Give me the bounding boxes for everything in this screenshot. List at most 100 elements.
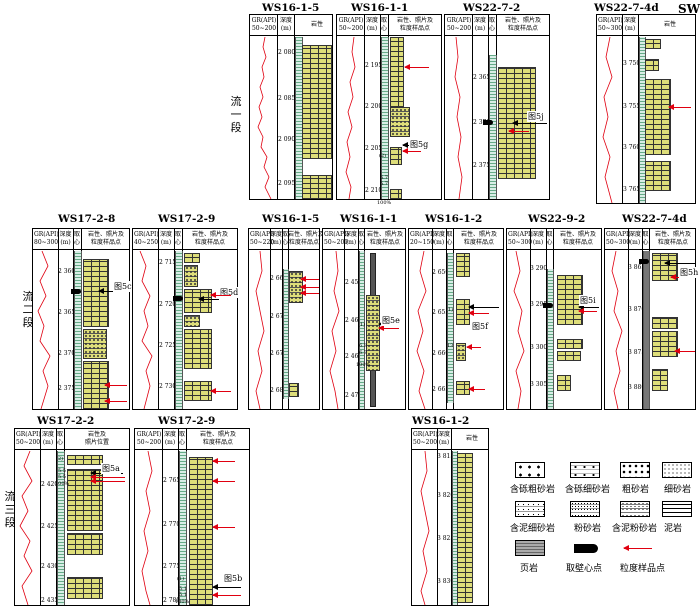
litho-sample-header: 粒度样品点	[562, 239, 593, 246]
well-panel-w3: GR(API) 50~200 深度 (m) 取 心 岩性、照片及 粒度样品点 2…	[444, 14, 550, 200]
core-mark: 100%	[55, 481, 70, 487]
legend-swatch	[515, 501, 545, 517]
core-arrow	[212, 583, 241, 590]
gr-header: GR(API)	[34, 231, 59, 238]
rock-layer	[67, 469, 103, 531]
litho-sample-header: 岩性、照片及	[366, 231, 403, 238]
rock-layer	[557, 275, 583, 325]
fig-label: 图5h	[679, 267, 700, 278]
rock-layer	[652, 331, 678, 357]
depth-unit: (m)	[629, 239, 641, 246]
section-1-label: 流一段	[230, 95, 242, 134]
depth-tick: 2 650	[432, 269, 450, 276]
sample-arrow	[378, 324, 399, 331]
depth-tick: 3 295	[530, 301, 548, 308]
core-column	[643, 251, 650, 409]
gr-curve	[513, 251, 525, 409]
litho-sample-header: 岩性、照片及	[654, 231, 691, 238]
depth-header: 深度	[531, 231, 544, 238]
depth-tick: 3 290	[530, 265, 548, 272]
gr-range: 50~200	[324, 239, 349, 246]
gr-curve	[416, 251, 427, 409]
litho-sample-header: 岩性、照片及	[288, 231, 325, 238]
rock-layer	[366, 295, 380, 371]
sample-arrow	[468, 309, 489, 316]
rock-layer	[456, 253, 470, 277]
legend-label: 粗砂岩	[622, 485, 650, 495]
core-arrow	[512, 119, 547, 126]
litho-sample-header: 粒度样品点	[463, 239, 494, 246]
gr-range: 50~200	[446, 25, 472, 32]
well-panel-w6: GR(API) 40~250 深度 (m) 取 心 岩性、照片及 粒度样品点 2…	[132, 228, 240, 410]
well-title-w7: WS16-1-5	[262, 213, 320, 225]
core-mark: 5.1	[179, 592, 187, 598]
depth-tick: 2 210	[365, 187, 383, 194]
core-mark: 100%	[377, 200, 392, 206]
rock-layer	[184, 265, 198, 287]
litho-sample-header: 岩性、照片及	[504, 17, 541, 24]
core-header: 心	[282, 239, 289, 246]
depth-header: 深度	[628, 231, 641, 238]
legend-label: 页岩	[520, 564, 539, 574]
fig-label: 图5i	[579, 295, 597, 306]
rock-layer	[645, 59, 659, 71]
core-column	[547, 269, 554, 409]
core-mark: (1)	[358, 322, 366, 328]
rock-layer	[645, 79, 671, 155]
litho-sample-header: 粒度样品点	[90, 239, 121, 246]
core-header: 心	[546, 239, 553, 246]
gr-range: 50~200	[413, 439, 438, 446]
core-column	[74, 251, 82, 409]
litho-sample-header: 岩性、照片及	[87, 231, 124, 238]
well-title-w2: WS16-1-1	[351, 2, 409, 14]
depth-unit: (m)	[438, 439, 450, 446]
gr-header: GR(API)	[250, 231, 275, 238]
depth-tick: 2 430	[41, 563, 59, 570]
depth-tick: 3 880	[628, 384, 646, 391]
section-3-label: 流三段	[4, 490, 16, 529]
core-column	[175, 251, 183, 409]
well-title-w11: WS22-7-4d	[622, 213, 687, 225]
core-header: 心	[56, 439, 63, 446]
well-panel-w14: GR(API) 50~200 深度 (m) 岩性 3 815 3 820 3 8…	[411, 428, 489, 606]
depth-header: 深度	[432, 231, 445, 238]
depth-unit: (m)	[474, 25, 486, 32]
depth-unit: (m)	[164, 439, 176, 446]
well-panel-w1: GR(API) 50~200 深度 (m) 岩性 2 080 2 085 2 0…	[249, 14, 333, 200]
sample-arrow	[300, 289, 319, 296]
sample-arrow	[210, 291, 231, 298]
rock-layer	[652, 253, 678, 281]
depth-tick: 2 660	[432, 350, 450, 357]
depth-tick: 2 675	[270, 350, 288, 357]
well-panel-w8: GR(API) 50~200 深度 (m) 取 心 岩性、照片及 粒度样品点 2…	[322, 228, 406, 410]
rock-layer	[645, 161, 671, 191]
depth-tick: 3 870	[628, 306, 646, 313]
gr-curve	[19, 451, 33, 605]
rock-layer	[457, 453, 473, 603]
rock-layer	[652, 369, 668, 391]
depth-tick: 3 815	[437, 453, 455, 460]
depth-header: 深度	[344, 231, 357, 238]
depth-tick: 3 300	[530, 344, 548, 351]
depth-header: 深度	[163, 431, 176, 438]
fig-label: 图5e	[381, 315, 401, 326]
depth-header: 深度	[270, 231, 283, 238]
well-title-w12: WS17-2-2	[37, 415, 95, 427]
litho-sample-header: 粒度样品点	[399, 25, 430, 32]
gr-header: GR(API)	[251, 17, 277, 24]
legend-swatch	[515, 540, 545, 556]
well-title-w9: WS16-1-2	[425, 213, 483, 225]
core-header: 取	[358, 231, 365, 238]
depth-tick: 2 085	[278, 95, 296, 102]
rock-layer	[302, 45, 332, 159]
core-column	[381, 37, 389, 199]
legend-swatch	[515, 462, 545, 478]
depth-tick: 3 750	[623, 60, 641, 67]
depth-header: 深度	[159, 231, 172, 238]
legend-swatch	[620, 462, 650, 478]
litho-sample-header: 粒度样品点	[194, 239, 225, 246]
rock-layer	[289, 383, 299, 397]
legend-label: 泥岩	[664, 524, 683, 534]
gr-curve	[37, 251, 51, 409]
rock-layer	[83, 329, 107, 359]
